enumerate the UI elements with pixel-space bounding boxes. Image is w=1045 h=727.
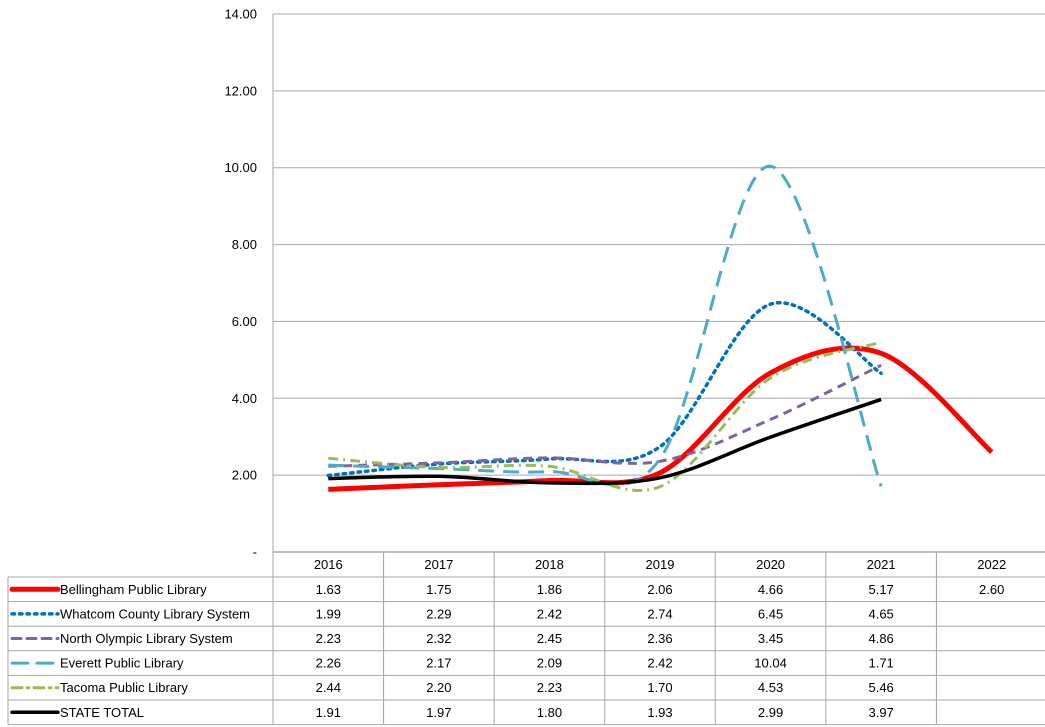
series-name-label: Everett Public Library: [60, 656, 184, 671]
series-line-3: [328, 363, 882, 468]
gridlines: [272, 13, 1045, 552]
data-cell-label: 2.60: [979, 582, 1004, 597]
series-line-5: [328, 340, 882, 492]
data-cell-label: 1.71: [868, 656, 893, 671]
data-cell-label: 2.32: [426, 631, 451, 646]
data-cell-label: 2.36: [647, 631, 672, 646]
data-cell-label: 1.91: [316, 705, 341, 720]
data-cell-label: 4.65: [868, 606, 893, 621]
data-cell-label: 2.23: [537, 680, 562, 695]
data-cell-label: 1.97: [426, 705, 451, 720]
series-name-label: STATE TOTAL: [60, 705, 144, 720]
data-cell-label: 2.26: [316, 656, 341, 671]
data-cell-label: 6.45: [758, 606, 783, 621]
series-name-label: Tacoma Public Library: [60, 680, 188, 695]
y-tick-label: 12.00: [224, 83, 257, 98]
data-cell-label: 10.04: [754, 656, 787, 671]
data-cell-label: 2.20: [426, 680, 451, 695]
data-cell-label: 1.93: [647, 705, 672, 720]
data-cell-label: 5.46: [868, 680, 893, 695]
y-tick-label: 10.00: [224, 160, 257, 175]
y-axis-tick-labels: - 2.00 4.00 6.00 8.00 10.00 12.00 14.00: [224, 7, 257, 560]
series-name-label: Bellingham Public Library: [60, 582, 207, 597]
x-category-label: 2021: [867, 557, 896, 572]
data-cell-label: 2.09: [537, 656, 562, 671]
data-cell-label: 5.17: [868, 582, 893, 597]
data-cell-label: 2.29: [426, 606, 451, 621]
series-line-4: [328, 164, 883, 487]
x-category-label: 2016: [314, 557, 343, 572]
data-cell-label: 3.45: [758, 631, 783, 646]
data-cell-label: 2.99: [758, 705, 783, 720]
y-tick-label: 2.00: [232, 468, 257, 483]
data-cell-label: 2.42: [537, 606, 562, 621]
data-cell-label: 1.99: [316, 606, 341, 621]
x-category-label: 2019: [646, 557, 675, 572]
y-tick-label: 4.00: [232, 391, 257, 406]
data-cell-label: 2.17: [426, 656, 451, 671]
data-cell-label: 2.06: [647, 582, 672, 597]
data-cell-label: 4.86: [868, 631, 893, 646]
series-line-2: [326, 300, 883, 478]
x-category-label: 2018: [535, 557, 564, 572]
y-tick-label: -: [253, 545, 257, 560]
y-tick-label: 8.00: [232, 237, 257, 252]
y-tick-label: 14.00: [224, 7, 257, 22]
data-cell-label: 1.63: [316, 582, 341, 597]
series-line-1: [328, 345, 994, 492]
data-cell-label: 1.86: [537, 582, 562, 597]
data-cell-label: 1.80: [537, 705, 562, 720]
data-cell-label: 1.75: [426, 582, 451, 597]
data-table: 2016 2017 2018 2019 2020 2021 2022 Bellingham P…: [7, 551, 1045, 726]
data-cell-label: 4.66: [758, 582, 783, 597]
series-lines: [326, 164, 994, 492]
x-category-label: 2020: [756, 557, 785, 572]
data-cell-label: 2.45: [537, 631, 562, 646]
series-line-6: [328, 397, 882, 486]
data-cell-label: 2.23: [316, 631, 341, 646]
data-cell-label: 1.70: [647, 680, 672, 695]
data-cell-label: 3.97: [868, 705, 893, 720]
data-cell-label: 2.44: [316, 680, 341, 695]
x-category-label: 2022: [977, 557, 1006, 572]
series-name-label: North Olympic Library System: [60, 631, 233, 646]
data-cell-label: 4.53: [758, 680, 783, 695]
data-cell-label: 2.74: [647, 606, 672, 621]
series-name-label: Whatcom County Library System: [60, 606, 250, 621]
x-category-label: 2017: [424, 557, 453, 572]
y-tick-label: 6.00: [232, 314, 257, 329]
data-cell-label: 2.42: [647, 656, 672, 671]
